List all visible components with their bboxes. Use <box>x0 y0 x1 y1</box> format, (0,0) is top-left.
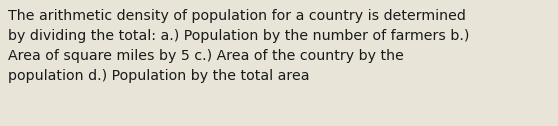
Text: The arithmetic density of population for a country is determined
by dividing the: The arithmetic density of population for… <box>8 9 470 83</box>
